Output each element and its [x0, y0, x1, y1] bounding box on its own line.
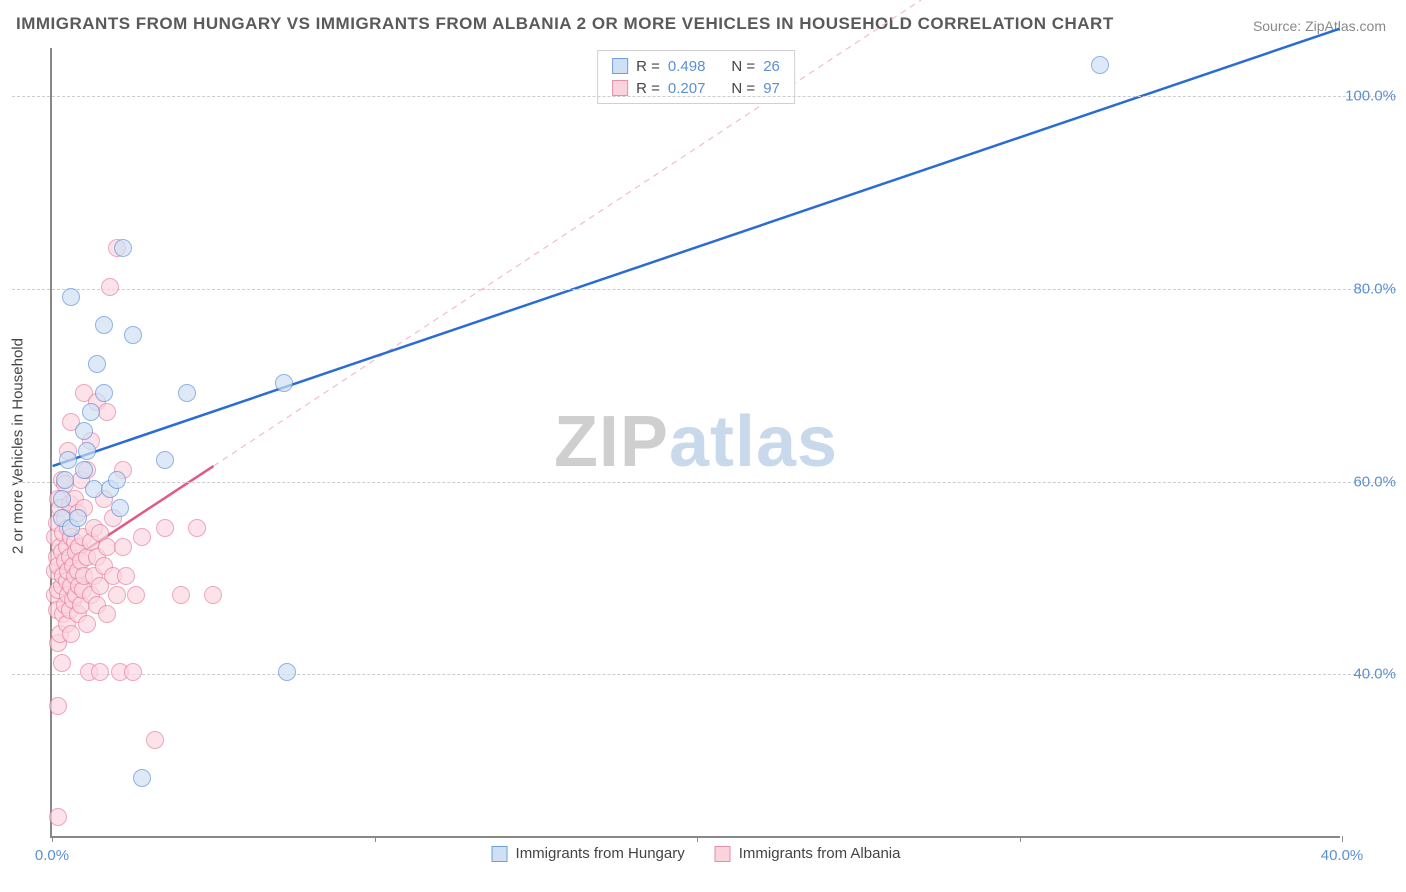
gridline	[12, 482, 1396, 483]
legend-item-albania: Immigrants from Albania	[715, 845, 901, 862]
y-tick-label: 100.0%	[1340, 88, 1396, 105]
y-tick-label: 40.0%	[1340, 666, 1396, 683]
scatter-point	[88, 355, 106, 373]
scatter-point	[156, 519, 174, 537]
x-tick-label: 0.0%	[35, 847, 69, 864]
y-tick-label: 60.0%	[1340, 473, 1396, 490]
scatter-point	[114, 239, 132, 257]
scatter-point	[95, 316, 113, 334]
x-tick-label: 40.0%	[1321, 847, 1364, 864]
plot-area: ZIPatlas R = 0.498 N = 26 R = 0.207 N = …	[50, 48, 1340, 838]
scatter-point	[75, 461, 93, 479]
x-tick	[52, 836, 53, 842]
r-value: 0.498	[668, 58, 706, 75]
scatter-point	[59, 451, 77, 469]
x-tick	[375, 836, 376, 842]
scatter-point	[69, 509, 87, 527]
scatter-point	[178, 384, 196, 402]
scatter-point	[53, 490, 71, 508]
r-value: 0.207	[668, 80, 706, 97]
scatter-point	[82, 403, 100, 421]
x-tick	[697, 836, 698, 842]
scatter-point	[91, 663, 109, 681]
scatter-point	[49, 697, 67, 715]
scatter-point	[62, 288, 80, 306]
legend-label: Immigrants from Albania	[739, 845, 901, 862]
swatch-pink-icon	[612, 80, 628, 96]
trend-line	[213, 0, 921, 466]
gridline	[12, 289, 1396, 290]
scatter-point	[127, 586, 145, 604]
scatter-point	[133, 769, 151, 787]
scatter-point	[108, 471, 126, 489]
scatter-point	[53, 654, 71, 672]
scatter-point	[95, 384, 113, 402]
scatter-point	[78, 615, 96, 633]
x-tick	[1342, 836, 1343, 842]
scatter-point	[117, 567, 135, 585]
source-label: Source: ZipAtlas.com	[1253, 18, 1386, 34]
legend-item-hungary: Immigrants from Hungary	[492, 845, 685, 862]
scatter-point	[62, 625, 80, 643]
scatter-point	[124, 326, 142, 344]
gridline	[12, 674, 1396, 675]
stats-row-blue: R = 0.498 N = 26	[612, 55, 780, 77]
n-label: N =	[731, 80, 755, 97]
trend-lines-svg	[52, 48, 1340, 836]
scatter-point	[1091, 56, 1109, 74]
scatter-point	[133, 528, 151, 546]
scatter-point	[275, 374, 293, 392]
n-value: 26	[763, 58, 780, 75]
scatter-point	[101, 278, 119, 296]
swatch-blue-icon	[492, 846, 508, 862]
legend-label: Immigrants from Hungary	[516, 845, 685, 862]
r-label: R =	[636, 58, 660, 75]
scatter-point	[278, 663, 296, 681]
x-tick	[1020, 836, 1021, 842]
scatter-point	[124, 663, 142, 681]
scatter-point	[98, 403, 116, 421]
y-tick-label: 80.0%	[1340, 280, 1396, 297]
scatter-point	[114, 538, 132, 556]
scatter-point	[108, 586, 126, 604]
r-label: R =	[636, 80, 660, 97]
series-legend: Immigrants from Hungary Immigrants from …	[492, 845, 901, 862]
swatch-pink-icon	[715, 846, 731, 862]
scatter-point	[75, 422, 93, 440]
scatter-point	[172, 586, 190, 604]
swatch-blue-icon	[612, 58, 628, 74]
gridline	[12, 96, 1396, 97]
n-value: 97	[763, 80, 780, 97]
y-axis-label: 2 or more Vehicles in Household	[10, 338, 27, 554]
scatter-point	[146, 731, 164, 749]
scatter-point	[204, 586, 222, 604]
scatter-point	[111, 499, 129, 517]
scatter-point	[49, 808, 67, 826]
scatter-point	[98, 605, 116, 623]
n-label: N =	[731, 58, 755, 75]
scatter-point	[188, 519, 206, 537]
scatter-point	[56, 471, 74, 489]
chart-title: IMMIGRANTS FROM HUNGARY VS IMMIGRANTS FR…	[16, 14, 1114, 34]
scatter-point	[156, 451, 174, 469]
scatter-point	[78, 442, 96, 460]
